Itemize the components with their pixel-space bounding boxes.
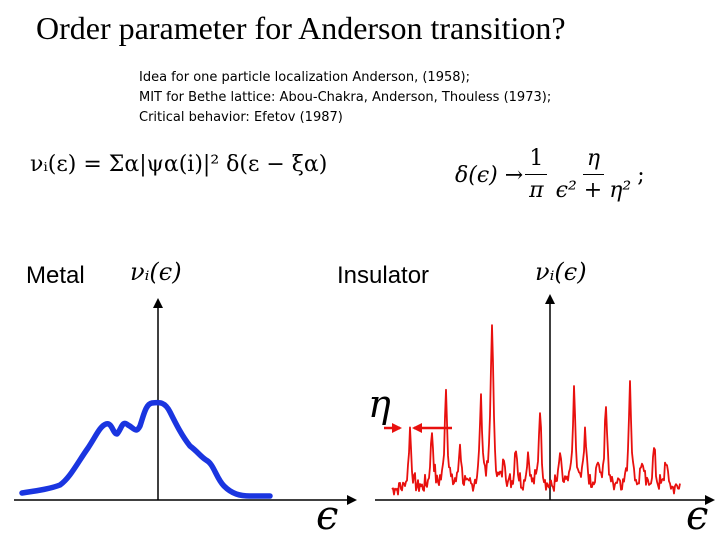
- eta-width-label: η: [368, 382, 391, 426]
- metal-y-axis-label: νᵢ(ϵ): [130, 258, 182, 286]
- delta-lorentzian-equation: δ(ϵ) → 1 π η ϵ² + η² ;: [455, 146, 645, 205]
- references-list: Idea for one particle localization Ander…: [139, 68, 551, 128]
- insulator-x-axis-label: ϵ: [686, 493, 709, 539]
- fraction-one-over-pi: 1 π: [525, 146, 548, 205]
- reference-bethe-lattice: MIT for Bethe lattice: Abou-Chakra, Ande…: [139, 90, 552, 105]
- metal-dos-curve: [19, 399, 273, 499]
- reference-efetov: Critical behavior: Efetov (1987): [139, 110, 343, 125]
- metal-x-axis-label: ϵ: [316, 493, 339, 539]
- fraction-lorentzian: η ϵ² + η²: [555, 146, 632, 203]
- reference-anderson: Idea for one particle localization Ander…: [139, 70, 470, 85]
- insulator-dos-curve: [391, 324, 681, 496]
- ldos-equation: νᵢ(ε) = Σα|ψα(i)|² δ(ε − ξα): [30, 152, 328, 177]
- delta-lhs: δ(ϵ) →: [455, 163, 524, 188]
- slide-title: Order parameter for Anderson transition?: [36, 10, 566, 46]
- insulator-y-axis-label: νᵢ(ϵ): [535, 258, 587, 286]
- equation-semicolon: ;: [637, 163, 645, 188]
- metal-label: Metal: [26, 262, 85, 289]
- insulator-label: Insulator: [337, 262, 430, 289]
